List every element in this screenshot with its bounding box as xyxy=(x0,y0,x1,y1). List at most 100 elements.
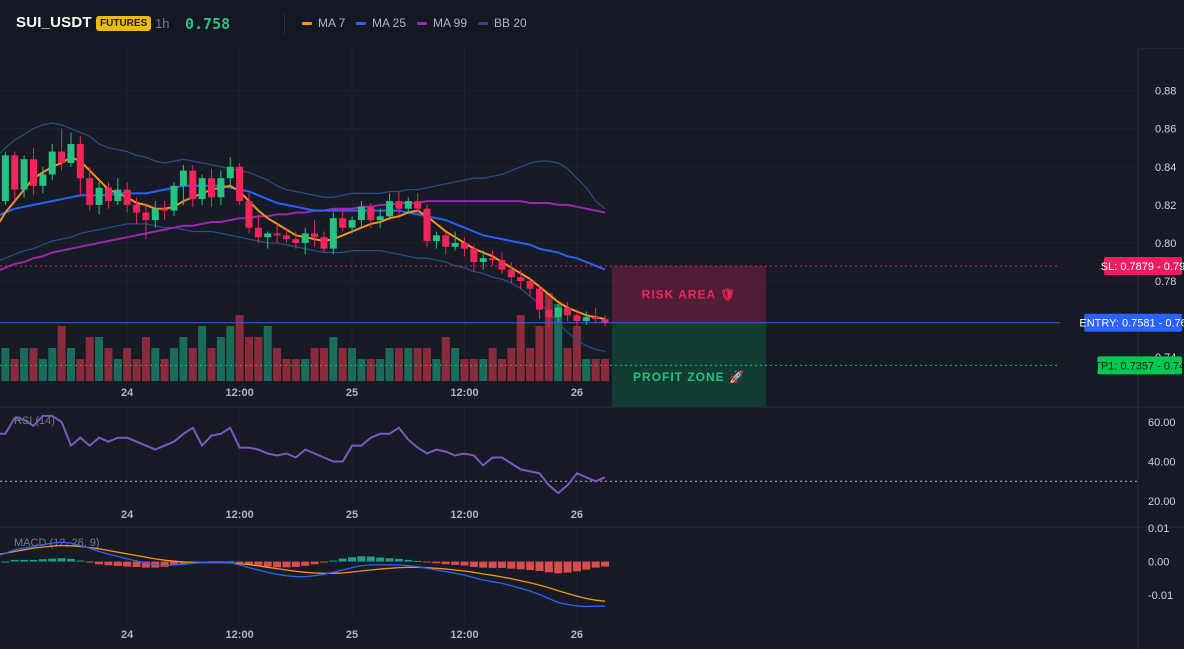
candle-body xyxy=(58,151,66,163)
ma99-swatch-icon xyxy=(417,22,427,26)
candle-body xyxy=(554,307,562,318)
time-axis-label: 12:00 xyxy=(226,387,254,399)
volume-bar xyxy=(235,315,244,381)
macd-histogram-bar xyxy=(582,561,591,570)
time-axis-label: 26 xyxy=(571,509,583,521)
macd-histogram-bar xyxy=(526,561,535,570)
macd-histogram-bar xyxy=(348,557,357,562)
macd-histogram-bar xyxy=(451,561,460,565)
volume-bar xyxy=(310,348,319,381)
volume-bar xyxy=(526,348,535,381)
chart-canvas[interactable]: RISK AREA 🛡 PROFIT ZONE 🚀 RSI (14) 60.00 40… xyxy=(0,48,1184,649)
volume-bar xyxy=(451,348,460,381)
volume-bar xyxy=(376,359,385,381)
candle-body xyxy=(348,220,356,228)
volume-bar xyxy=(66,348,75,381)
macd-histogram-bar xyxy=(66,558,75,562)
price-pane-bg xyxy=(0,48,1140,407)
volume-bar xyxy=(348,348,357,381)
macd-histogram-bar xyxy=(497,561,506,568)
volume-bar xyxy=(141,337,150,381)
legend-ma25[interactable]: MA 25 xyxy=(356,16,406,30)
candle-body xyxy=(535,288,543,310)
volume-bar xyxy=(38,359,47,381)
macd-line xyxy=(0,541,605,608)
bollinger-bands xyxy=(0,122,606,353)
macd-histogram-bar xyxy=(319,561,328,563)
legend-bb20[interactable]: BB 20 xyxy=(478,16,527,30)
volume-bar xyxy=(170,348,179,381)
time-axis-label: 26 xyxy=(571,387,583,399)
candle-body xyxy=(489,258,497,261)
volume-bar xyxy=(1,348,10,381)
timeframe-label[interactable]: 1h xyxy=(155,16,170,31)
candle-body xyxy=(226,166,234,179)
time-axis-label: 12:00 xyxy=(450,629,478,641)
candle-body xyxy=(404,201,412,209)
legend-ma99[interactable]: MA 99 xyxy=(417,16,467,30)
macd-histogram-bar xyxy=(160,561,169,567)
volume-bar xyxy=(160,359,169,381)
time-axis-label: 25 xyxy=(346,629,358,641)
rsi-axis-label: 60.00 xyxy=(1148,417,1176,429)
volume-bar xyxy=(10,359,19,381)
volume-bar xyxy=(132,359,141,381)
time-axis-label: 12:00 xyxy=(226,509,254,521)
volume-bar xyxy=(104,348,113,381)
volume-bar xyxy=(497,359,506,381)
macd-axis-label: 0.01 xyxy=(1148,523,1169,535)
volume-bar xyxy=(95,337,104,381)
volume-bar xyxy=(535,326,544,381)
candle-body xyxy=(123,189,131,205)
candle-body xyxy=(245,201,253,228)
macd-histogram-bar xyxy=(404,559,413,562)
macd-signal-line xyxy=(0,544,606,602)
volume-bar xyxy=(291,359,300,381)
volume-bar xyxy=(591,359,600,381)
candle-body xyxy=(461,242,468,249)
macd-histogram-bar xyxy=(376,557,385,562)
volume-bar xyxy=(423,348,432,381)
candle-body xyxy=(292,239,300,243)
time-axis-label: 12:00 xyxy=(226,629,254,641)
time-axis-label: 24 xyxy=(121,387,134,399)
macd-histogram-bar xyxy=(226,561,235,563)
volume-bar xyxy=(460,359,469,381)
candle-body xyxy=(48,151,56,175)
volume-bar xyxy=(29,348,38,381)
time-axis-label: 12:00 xyxy=(450,509,478,521)
candle-body xyxy=(386,201,394,217)
macd-histogram-bar xyxy=(254,561,263,566)
trade-zones: RISK AREA 🛡 PROFIT ZONE 🚀 xyxy=(612,265,766,407)
volume-bar xyxy=(226,326,235,381)
candle-body xyxy=(320,237,328,249)
candle-body xyxy=(189,170,197,200)
candle-body xyxy=(142,212,150,221)
volume-bars xyxy=(1,293,610,381)
legend-ma99-label: MA 99 xyxy=(433,16,468,30)
macd-histogram-bar xyxy=(132,561,141,567)
volume-bar xyxy=(329,337,338,381)
price-axis-label: 0.86 xyxy=(1155,124,1176,136)
symbol-title[interactable]: SUI_USDT xyxy=(16,14,92,31)
legend-ma25-label: MA 25 xyxy=(372,16,407,30)
macd-histogram-bar xyxy=(544,561,553,573)
volume-bar xyxy=(394,348,403,381)
macd-histogram-bar xyxy=(141,561,150,568)
macd-histogram-bar xyxy=(179,561,188,564)
legend-ma7[interactable]: MA 7 xyxy=(302,16,345,30)
volume-bar xyxy=(198,326,207,381)
legend-bb20-label: BB 20 xyxy=(494,16,527,30)
macd-histogram-bar xyxy=(357,556,366,562)
candle-body xyxy=(470,248,478,262)
volume-bar xyxy=(244,337,253,381)
risk-area-label: RISK AREA 🛡 xyxy=(642,287,737,301)
header-divider xyxy=(284,14,285,34)
macd-histogram-bar xyxy=(1,561,10,563)
candle-body xyxy=(545,309,553,318)
bb-upper-line xyxy=(0,122,606,210)
volume-bar xyxy=(207,348,216,381)
candle-body xyxy=(170,185,178,211)
macd-histogram-bar xyxy=(291,561,300,567)
rsi-title: RSI (14) xyxy=(14,415,55,427)
